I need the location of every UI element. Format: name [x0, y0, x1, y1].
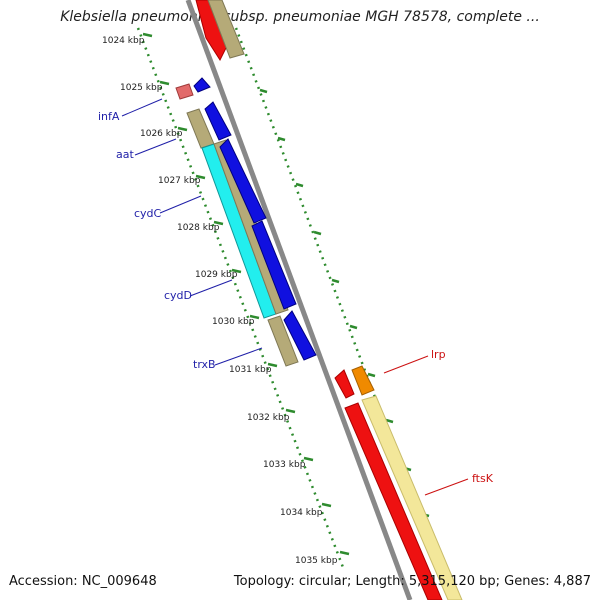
gene-red-top — [195, 0, 229, 62]
tick-label: 1026 kbp — [140, 129, 183, 139]
gene-label-trxB: trxB — [193, 358, 216, 371]
tick-label: 1035 kbp — [295, 556, 338, 566]
tick-label: 1032 kbp — [247, 413, 290, 423]
genome-stats-text: Topology: circular; Length: 5,315,120 bp… — [233, 574, 591, 589]
tick-label: 1028 kbp — [177, 223, 220, 233]
gene-red-ftsK — [344, 402, 443, 600]
tick-label: 1024 kbp — [102, 36, 145, 46]
gene-labels: infA aat cydC cydD trxB lrp ftsK — [98, 110, 494, 485]
gene-blue-small — [193, 77, 211, 93]
gene-blue-trxB — [283, 310, 317, 361]
plus-strand-genes — [195, 0, 463, 600]
gene-red-lrp — [334, 369, 355, 399]
gene-olive-trxB — [267, 315, 299, 367]
map-title: Klebsiella pneumoniae subsp. pneumoniae … — [60, 9, 540, 25]
inner-tick-track — [136, 27, 346, 571]
gene-blue-aat — [204, 101, 232, 141]
tick-label: 1029 kbp — [195, 270, 238, 280]
gene-label-cydC: cydC — [134, 207, 162, 220]
tick-label: 1030 kbp — [212, 317, 255, 327]
label-lines — [121, 98, 469, 496]
major-ticks — [142, 32, 430, 556]
tick-labels: 1024 kbp 1025 kbp 1026 kbp 1027 kbp 1028… — [102, 36, 338, 566]
gene-blue-cydC — [219, 138, 267, 224]
gene-label-lrp: lrp — [431, 348, 446, 361]
genome-backbone — [185, 0, 413, 600]
gene-label-infA: infA — [98, 110, 120, 123]
gene-olive-top — [207, 0, 245, 59]
gene-pink-infA — [175, 83, 194, 100]
tick-label: 1033 kbp — [263, 460, 306, 470]
minus-strand-genes — [175, 77, 317, 367]
gene-yellow-ftsK — [361, 395, 463, 600]
tick-label: 1034 kbp — [280, 508, 323, 518]
tick-label: 1031 kbp — [229, 365, 272, 375]
gene-label-aat: aat — [116, 148, 134, 161]
gene-label-cydD: cydD — [164, 289, 192, 302]
tick-label: 1027 kbp — [158, 176, 201, 186]
tick-label: 1025 kbp — [120, 83, 163, 93]
gene-blue-cydD — [251, 220, 297, 310]
gene-label-ftsK: ftsK — [472, 472, 494, 485]
gene-orange-lrp — [351, 365, 375, 396]
accession-text: Accession: NC_009648 — [9, 574, 157, 589]
